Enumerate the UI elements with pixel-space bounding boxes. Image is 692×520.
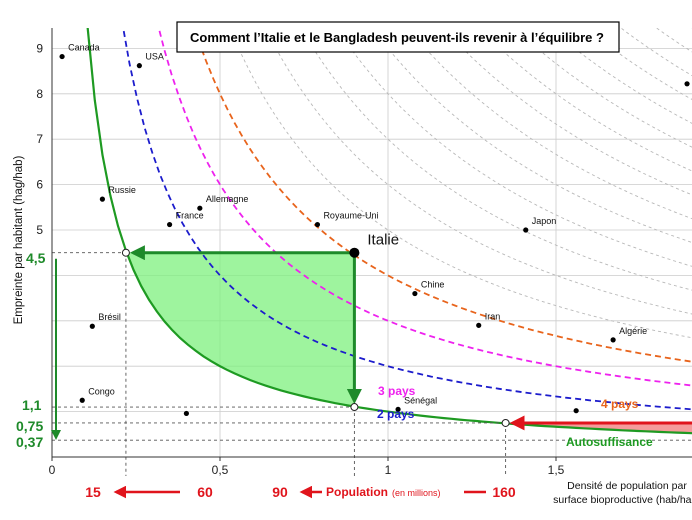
country-point (476, 322, 482, 328)
y-tick-label: 7 (36, 132, 43, 146)
pop-15: 15 (85, 484, 101, 500)
y-tick-label: 5 (36, 223, 43, 237)
country-point (684, 81, 690, 87)
grey-iso-curve (442, 28, 692, 196)
grey-iso-curve (264, 28, 692, 315)
country-point (314, 221, 321, 228)
country-label: Russie (108, 185, 136, 195)
label-4-pays: 4 pays (601, 397, 639, 411)
y-tick-label: 8 (36, 87, 43, 101)
country-point (573, 408, 579, 414)
grey-iso-curve (371, 28, 692, 244)
country-label: Brésil (98, 312, 121, 322)
country-label: Royaume-Uni (323, 211, 378, 221)
y-marker-0-37: 0,37 (16, 434, 43, 450)
grey-iso-curve (549, 28, 692, 124)
pop-60: 60 (197, 484, 213, 500)
country-label: Algérie (619, 326, 647, 336)
country-point (395, 406, 401, 412)
grey-iso-curve (691, 28, 692, 29)
country-label: Canada (68, 43, 100, 53)
italie-area (125, 250, 355, 408)
iso-curves (86, 28, 692, 435)
grey-iso-curve (620, 28, 692, 77)
italie-label: Italie (367, 232, 399, 249)
grey-iso-curve (655, 28, 692, 53)
pop-label: Population (en millions) (326, 485, 441, 499)
country-point (99, 196, 105, 202)
y-axis-label: Empreinte par habitant (hag/hab) (13, 155, 25, 324)
guide-lines (52, 252, 692, 476)
country-label: USA (145, 52, 164, 62)
country-points: CanadaUSAKoweïtRussieAllemagneFranceRoya… (59, 43, 690, 417)
featured-countries: ItalieBangladesh (121, 232, 692, 431)
series-curve-2 (122, 28, 692, 411)
x-axis-label-line1: Densité de population par (567, 480, 687, 492)
grey-iso-curve (478, 28, 692, 172)
grey-iso-curve (229, 28, 692, 339)
country-label: Sénégal (404, 395, 437, 405)
x-tick-label: 1,5 (548, 463, 565, 477)
pop-90: 90 (272, 484, 288, 500)
country-label: Iran (485, 311, 501, 321)
country-point (610, 337, 616, 343)
country-point (183, 410, 189, 417)
italie-target-point (121, 248, 130, 257)
label-autosuffisance: Autosuffisance (566, 435, 653, 449)
y-marker-0-75: 0,75 (16, 418, 43, 434)
y-marker-1-1: 1,1 (22, 397, 42, 413)
grey-iso-curve (513, 28, 692, 148)
grey-iso-curve (335, 28, 692, 267)
country-point (59, 53, 65, 60)
italie-target-point-2 (350, 403, 359, 412)
country-point (89, 323, 95, 329)
y-tick-label: 9 (36, 41, 43, 55)
pop-160: 160 (492, 484, 516, 500)
country-label: France (176, 211, 204, 221)
y-tick-label: 6 (36, 178, 43, 192)
grey-iso-curves (229, 28, 692, 339)
country-label: Allemagne (206, 194, 249, 204)
x-tick-label: 0 (49, 463, 56, 477)
y-marker-4-5: 4,5 (26, 250, 46, 266)
x-tick-label: 0,5 (212, 463, 229, 477)
country-point (197, 205, 203, 211)
grey-iso-curve (584, 28, 692, 100)
country-label: Japon (532, 216, 557, 226)
country-label: Congo (88, 386, 115, 396)
grey-iso-curve (406, 28, 692, 220)
country-point (523, 227, 529, 233)
country-point (412, 290, 418, 297)
label-3-pays: 3 pays (378, 384, 416, 398)
country-point (79, 397, 85, 403)
x-tick-label: 1 (385, 463, 392, 477)
italie-point (349, 247, 360, 258)
chart-title: Comment l’Italie et le Bangladesh peuven… (190, 30, 604, 45)
country-point (167, 221, 173, 228)
series-curve-1 (86, 28, 692, 435)
title-box (176, 21, 620, 53)
label-2-pays: 2 pays (377, 407, 415, 421)
country-label: Chine (421, 280, 445, 290)
country-point (136, 63, 142, 69)
bangladesh-target-point (501, 418, 510, 427)
series-curve-4 (193, 28, 692, 363)
x-axis-label-line2: surface bioproductive (hab/hag) (553, 494, 692, 506)
